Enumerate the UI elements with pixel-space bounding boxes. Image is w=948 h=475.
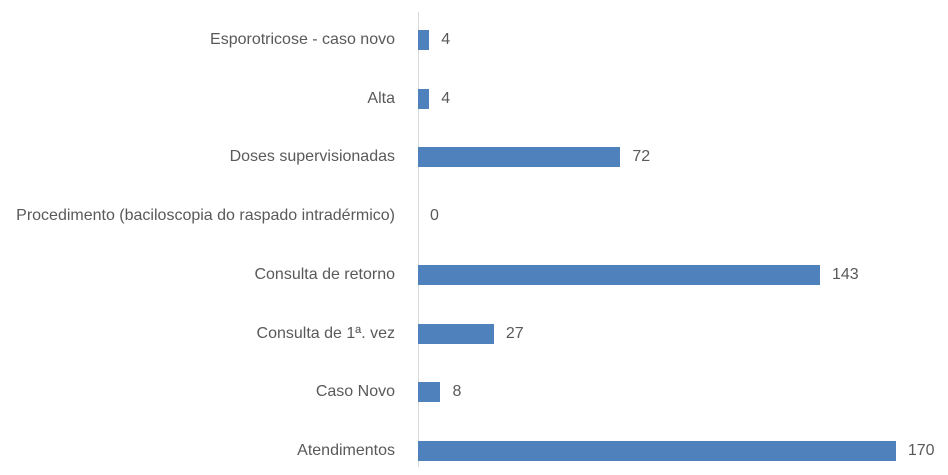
value-label: 143 xyxy=(831,265,859,283)
bar xyxy=(418,30,430,50)
value-label: 0 xyxy=(430,207,439,225)
category-label: Atendimentos xyxy=(297,441,395,459)
category-label: Esporotricose - caso novo xyxy=(210,31,395,48)
category-label: Consulta de retorno xyxy=(254,265,395,283)
category-label: Procedimento (baciloscopia do raspado in… xyxy=(16,207,395,225)
bar xyxy=(418,147,621,168)
value-label: 4 xyxy=(441,31,451,48)
value-label: 8 xyxy=(452,383,462,401)
value-label: 170 xyxy=(907,441,935,459)
bar xyxy=(418,88,430,109)
bar xyxy=(418,382,441,403)
bar xyxy=(418,323,494,344)
category-label: Consulta de 1ª. vez xyxy=(256,324,395,342)
category-label: Caso Novo xyxy=(315,383,395,401)
value-label: 4 xyxy=(441,89,451,107)
category-label: Doses supervisionadas xyxy=(229,148,395,166)
value-label: 27 xyxy=(505,324,524,342)
axis-line xyxy=(418,12,419,467)
bar xyxy=(418,264,820,285)
value-label: 72 xyxy=(632,148,651,166)
category-label: Alta xyxy=(367,89,395,107)
bar xyxy=(418,440,896,461)
